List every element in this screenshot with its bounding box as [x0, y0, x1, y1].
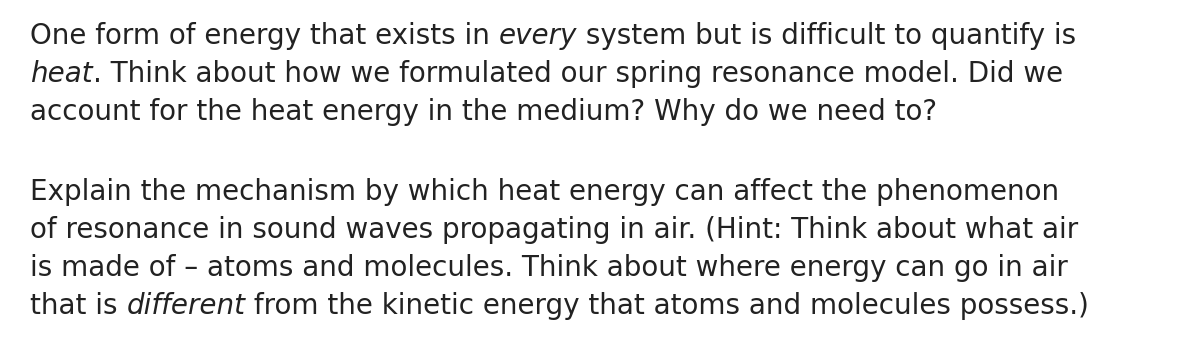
- Text: . Think about how we formulated our spring resonance model. Did we: . Think about how we formulated our spri…: [92, 60, 1063, 88]
- Text: every: every: [499, 22, 577, 50]
- Text: system but is difficult to quantify is: system but is difficult to quantify is: [577, 22, 1076, 50]
- Text: is made of – atoms and molecules. Think about where energy can go in air: is made of – atoms and molecules. Think …: [30, 254, 1068, 282]
- Text: of resonance in sound waves propagating in air. (Hint: Think about what air: of resonance in sound waves propagating …: [30, 216, 1079, 244]
- Text: One form of energy that exists in: One form of energy that exists in: [30, 22, 499, 50]
- Text: different: different: [126, 292, 245, 320]
- Text: that is: that is: [30, 292, 126, 320]
- Text: from the kinetic energy that atoms and molecules possess.): from the kinetic energy that atoms and m…: [245, 292, 1089, 320]
- Text: account for the heat energy in the medium? Why do we need to?: account for the heat energy in the mediu…: [30, 98, 937, 126]
- Text: Explain the mechanism by which heat energy can affect the phenomenon: Explain the mechanism by which heat ener…: [30, 178, 1060, 206]
- Text: heat: heat: [30, 60, 92, 88]
